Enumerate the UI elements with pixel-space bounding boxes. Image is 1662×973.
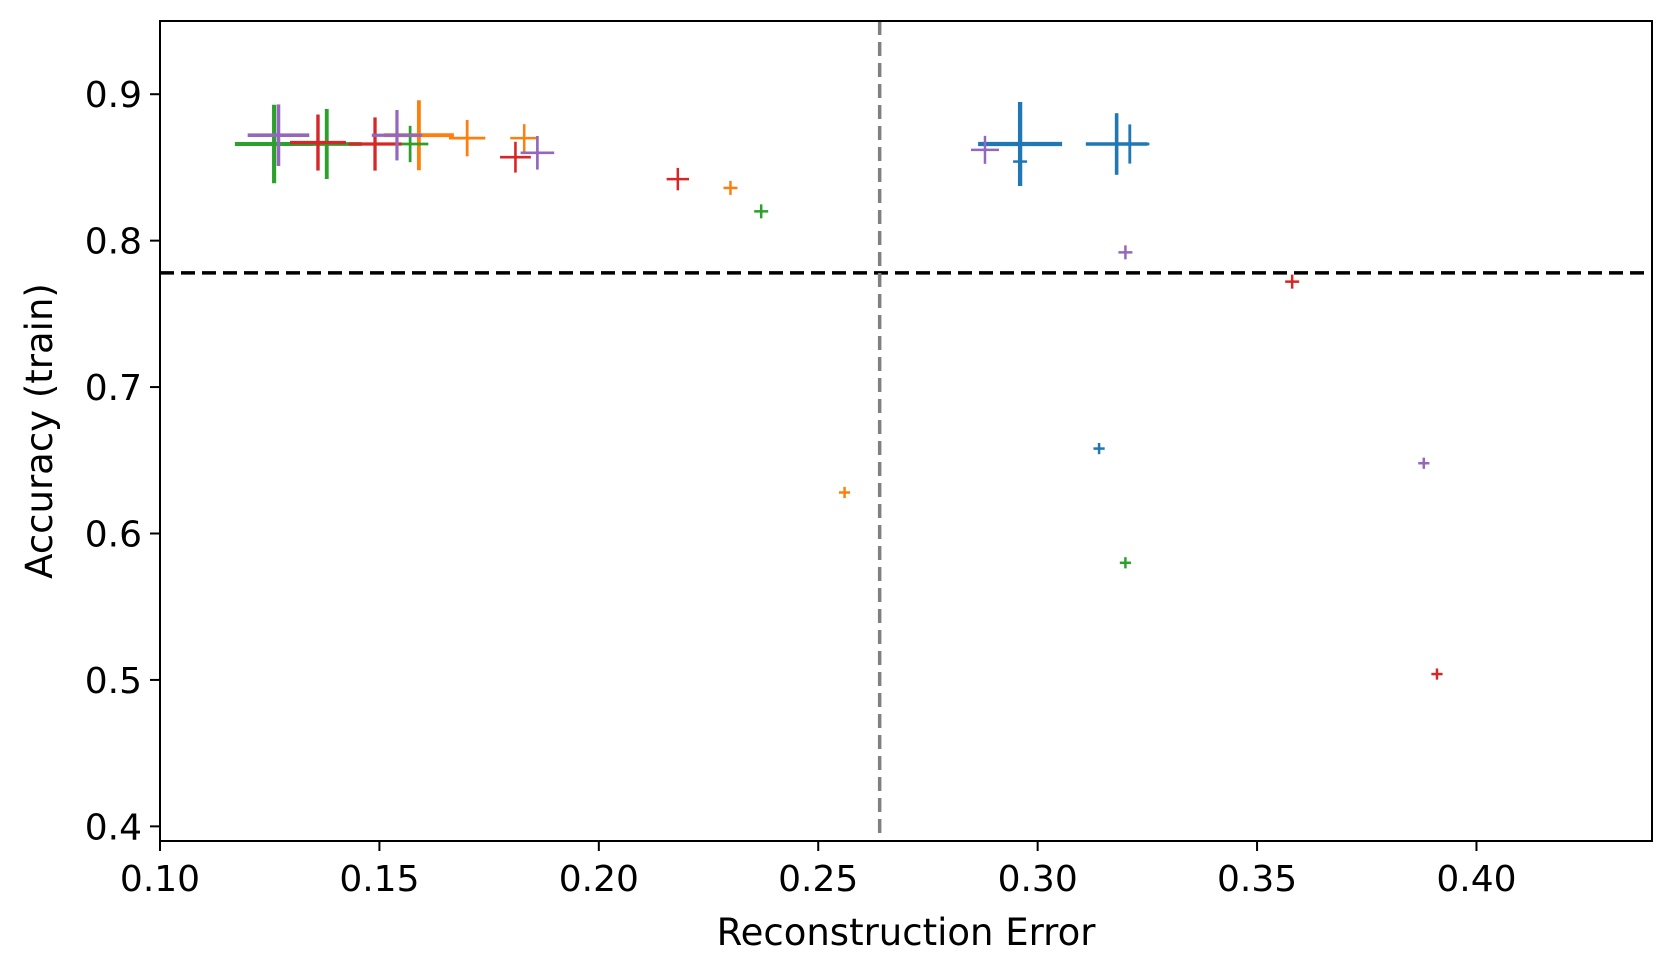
- series-blue-point: [1013, 154, 1028, 169]
- y-axis: 0.4 0.5 0.6 0.7 0.8 0.9: [85, 75, 160, 848]
- y-tick-label: 0.9: [85, 75, 142, 116]
- y-tick-label: 0.6: [85, 515, 142, 556]
- x-tick-label: 0.15: [339, 859, 419, 900]
- y-tick-label: 0.8: [85, 222, 142, 263]
- x-axis: 0.10 0.15 0.20 0.25 0.30 0.35 0.40: [120, 841, 1517, 900]
- series-purple-point: [1418, 457, 1430, 469]
- series-red-point: [500, 141, 531, 173]
- x-tick-label: 0.30: [998, 859, 1078, 900]
- series-red-point: [348, 117, 402, 171]
- series-blue-point: [978, 102, 1063, 186]
- y-tick-label: 0.5: [85, 661, 142, 702]
- plot-frame: [159, 20, 1653, 842]
- series-purple-point: [371, 110, 423, 161]
- series-green-point: [754, 204, 769, 219]
- series-green-point: [1119, 557, 1132, 569]
- series-purple-point: [520, 135, 555, 170]
- series-orange-point: [448, 119, 486, 157]
- x-tick-label: 0.25: [778, 859, 858, 900]
- series-red-point: [666, 167, 690, 191]
- y-tick-label: 0.7: [85, 368, 142, 409]
- series-purple-point: [1118, 245, 1133, 260]
- data-markers: [234, 100, 1443, 680]
- x-tick-label: 0.20: [559, 859, 639, 900]
- series-red-point: [1431, 668, 1443, 680]
- y-tick-label: 0.4: [85, 807, 142, 848]
- series-orange-point: [723, 180, 738, 195]
- reference-lines: [160, 21, 1652, 841]
- x-tick-label: 0.40: [1436, 859, 1516, 900]
- series-red-point: [289, 114, 346, 171]
- x-axis-label: Reconstruction Error: [717, 911, 1097, 954]
- series-blue-point: [1093, 442, 1105, 455]
- x-tick-label: 0.10: [120, 859, 200, 900]
- series-orange-point: [510, 124, 539, 153]
- series-red-point: [1285, 274, 1300, 289]
- series-blue-point: [1110, 124, 1150, 164]
- series-purple-point: [970, 135, 999, 164]
- x-tick-label: 0.35: [1217, 859, 1297, 900]
- series-orange-point: [838, 486, 851, 499]
- y-axis-label: Accuracy (train): [18, 283, 61, 579]
- series-purple-point: [247, 104, 310, 167]
